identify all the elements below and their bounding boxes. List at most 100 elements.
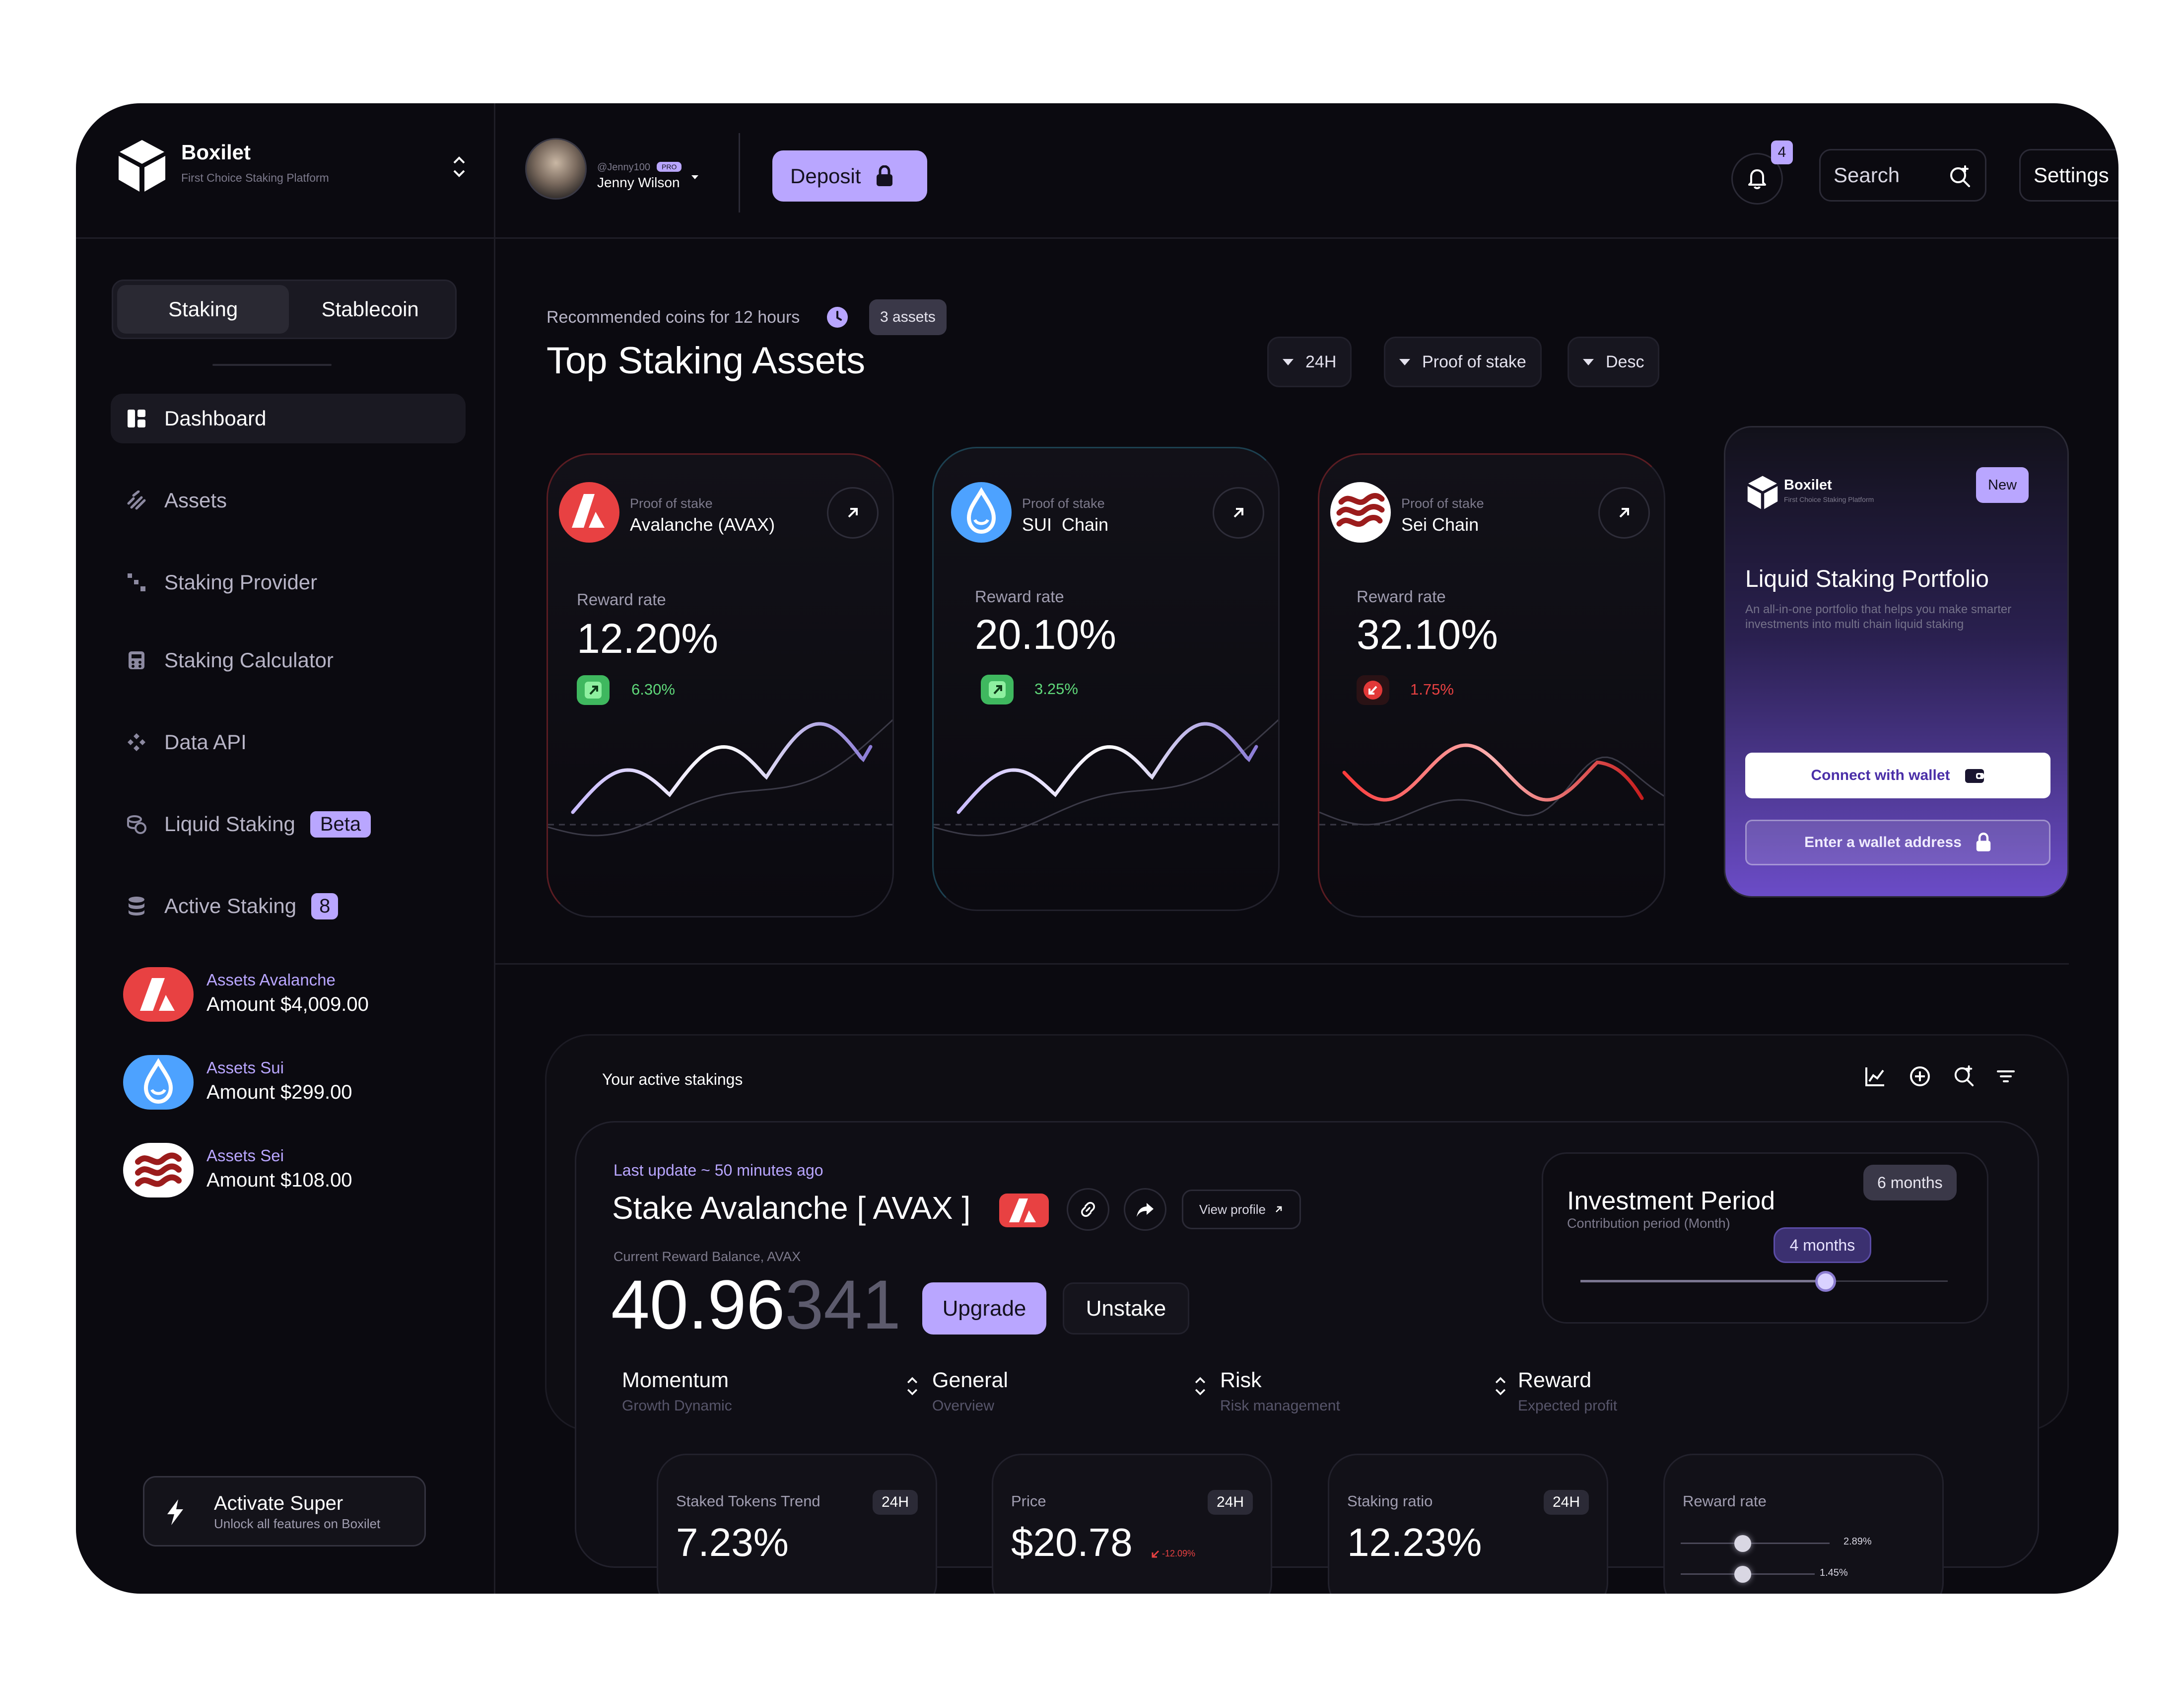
stat-reward-rate[interactable]: Reward rate 2.89% 1.45% [1663,1454,1944,1594]
link-icon [1079,1200,1097,1218]
avatar[interactable] [525,138,587,200]
sparkline-secondary [934,719,1278,837]
sidebar-item-staking-provider[interactable]: Staking Provider [111,558,466,607]
sidebar-item-data-api[interactable]: Data API [111,717,466,767]
app-window: Boxilet First Choice Staking Platform St… [76,103,2118,1594]
caret-down-icon [1283,358,1294,365]
arrow-up-right-icon [845,505,861,521]
sidebar-item-label: Liquid Staking [164,812,295,836]
calculator-icon [126,649,147,671]
sparkline-primary [956,722,1258,814]
filter-label: Desc [1606,352,1644,371]
view-profile-button[interactable]: View profile [1182,1190,1301,1229]
stat-label: Price [1011,1492,1046,1510]
user-caret-icon[interactable] [691,175,698,179]
search-icon[interactable] [1953,1064,1976,1087]
sidebar-item-dashboard[interactable]: Dashboard [111,394,466,443]
open-coin-button[interactable] [1213,487,1264,539]
user-handle: @Jenny100 [597,162,651,173]
reward-thumb-2[interactable] [1734,1566,1751,1583]
add-circle-icon[interactable] [1909,1065,1931,1087]
stat-value: 12.23% [1347,1520,1482,1564]
reward-rate-value: 12.20% [577,615,718,662]
activate-super-button[interactable]: Activate Super Unlock all features on Bo… [143,1476,426,1547]
lightning-icon [165,1498,185,1526]
connect-wallet-button[interactable]: Connect with wallet [1745,753,2050,798]
asset-row-sui[interactable]: Assets Sui Amount $299.00 [123,1053,471,1122]
asset-amount: Amount $299.00 [206,1081,352,1103]
price-change: -12.09% [1162,1548,1196,1558]
sei-coin-icon [123,1143,194,1197]
coin-card-sui[interactable]: Proof of stake SUI Chain Reward rate 20.… [932,447,1280,911]
chart-icon[interactable] [1864,1065,1886,1087]
provider-icon [126,571,147,593]
filter-icon[interactable] [1996,1067,2016,1085]
period-slider-thumb[interactable] [1815,1271,1836,1292]
header-divider [739,133,740,212]
filter-timeframe[interactable]: 24H [1267,337,1352,387]
stat-label: Staked Tokens Trend [676,1492,820,1510]
sidebar-item-label: Dashboard [164,407,267,430]
coin-card-avalanche[interactable]: Proof of stake Avalanche (AVAX) Reward r… [546,453,894,917]
sidebar-item-liquid-staking[interactable]: Liquid Staking Beta [111,799,466,849]
sidebar-divider [212,364,332,366]
settings-label: Settings [2034,163,2109,187]
reward-thumb-1[interactable] [1734,1535,1751,1552]
tab-staking[interactable]: Staking [117,285,289,334]
sidebar-item-staking-calculator[interactable]: Staking Calculator [111,635,466,685]
period-max-badge: 6 months [1863,1165,1957,1200]
metric-general[interactable]: General Overview [932,1368,1208,1423]
sparkline-sei [1319,743,1664,826]
sidebar-item-assets[interactable]: Assets [111,476,466,525]
brand-name: Boxilet [181,141,251,164]
stat-staking-ratio[interactable]: Staking ratio 24H 12.23% [1328,1454,1608,1594]
brand-header: Boxilet First Choice Staking Platform [76,103,495,239]
database-icon [126,895,147,917]
asset-title: Assets Sei [206,1146,284,1165]
pro-badge: PRO [657,162,682,172]
sidebar-item-active-staking[interactable]: Active Staking 8 [111,881,466,931]
settings-button[interactable]: Settings [2019,149,2118,202]
lock-icon [1976,833,1991,852]
search-input[interactable]: Search [1819,149,1986,202]
stat-value: $20.78 [1011,1520,1133,1564]
period-track-fill [1580,1280,1826,1282]
copy-link-button[interactable] [1067,1188,1109,1231]
upgrade-button[interactable]: Upgrade [922,1282,1046,1335]
activate-super-title: Activate Super [214,1492,343,1514]
promo-description: An all-in-one portfolio that helps you m… [1745,603,2012,631]
period-subtitle: Contribution period (Month) [1567,1216,1730,1231]
asset-row-sei[interactable]: Assets Sei Amount $108.00 [123,1140,471,1210]
timeframe-tag: 24H [1207,1490,1253,1515]
sparkline-sui [934,719,1278,837]
metric-reward[interactable]: Reward Expected profit [1518,1368,1766,1423]
new-badge: New [1976,467,2029,503]
share-button[interactable] [1124,1188,1166,1231]
metric-subtitle: Overview [932,1398,995,1414]
deposit-button[interactable]: Deposit [772,150,927,202]
metric-risk[interactable]: Risk Risk management [1220,1368,1508,1423]
filter-sort[interactable]: Desc [1568,337,1660,387]
arrow-up-right-icon [1274,1204,1284,1214]
caret-down-icon [1583,358,1594,365]
stat-staked-tokens[interactable]: Staked Tokens Trend 24H 7.23% [657,1454,937,1594]
asset-row-avalanche[interactable]: Assets Avalanche Amount $4,009.00 [123,965,471,1034]
metric-momentum[interactable]: Momentum Growth Dynamic [622,1368,920,1423]
metric-subtitle: Growth Dynamic [622,1398,732,1414]
open-coin-button[interactable] [1598,487,1650,539]
brand-switch-chevron-icon[interactable] [451,153,468,181]
user-name[interactable]: Jenny Wilson [597,175,680,190]
tab-stablecoin[interactable]: Stablecoin [289,285,451,334]
trend-down-icon [1357,675,1389,705]
stat-price[interactable]: Price 24H $20.78 -12.09% [992,1454,1272,1594]
open-coin-button[interactable] [827,487,879,539]
reward-rate-value: 32.10% [1357,611,1498,658]
section-divider [495,963,2069,965]
notification-button[interactable] [1731,153,1783,205]
coin-type: Proof of stake [630,496,713,511]
filter-consensus[interactable]: Proof of stake [1384,337,1542,387]
sort-chevrons-icon [905,1372,920,1403]
enter-wallet-address-button[interactable]: Enter a wallet address [1745,820,2050,865]
unstake-button[interactable]: Unstake [1063,1282,1189,1335]
coin-card-sei[interactable]: Proof of stake Sei Chain Reward rate 32.… [1318,453,1665,917]
